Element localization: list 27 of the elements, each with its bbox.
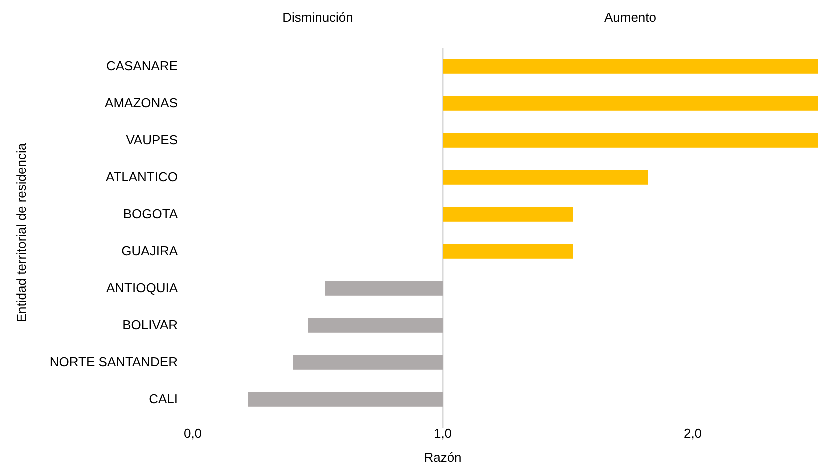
y-tick-label: BOLIVAR — [122, 318, 178, 333]
y-tick-label: NORTE SANTANDER — [50, 354, 178, 370]
x-axis-title: Razón — [424, 450, 462, 465]
y-tick-label: VAUPES — [126, 132, 178, 148]
y-tick-label: ATLANTICO — [106, 170, 178, 185]
x-tick-label: 1,0 — [434, 426, 452, 442]
bar — [443, 244, 573, 259]
y-tick-label: AMAZONAS — [105, 96, 178, 111]
bar — [293, 355, 443, 370]
y-tick-label: BOGOTA — [123, 206, 178, 222]
x-tick-label: 2,0 — [684, 426, 702, 442]
y-axis-title: Entidad territorial de residencia — [14, 142, 29, 323]
text: Aumento — [604, 10, 657, 25]
bar — [308, 318, 443, 333]
bar — [443, 59, 818, 74]
bar — [443, 170, 648, 185]
y-tick-label: CASANARE — [106, 58, 178, 74]
y-tick-label: CALI — [149, 392, 178, 407]
x-tick-label: 0,0 — [184, 426, 202, 442]
y-tick-label: ANTIOQUIA — [106, 280, 178, 296]
y-tick-label: GUAJIRA — [122, 244, 178, 259]
bar — [443, 207, 573, 222]
bar — [248, 392, 443, 407]
text: Disminución — [282, 10, 354, 25]
bar — [443, 133, 818, 148]
bar — [443, 96, 818, 111]
bar — [326, 281, 443, 296]
